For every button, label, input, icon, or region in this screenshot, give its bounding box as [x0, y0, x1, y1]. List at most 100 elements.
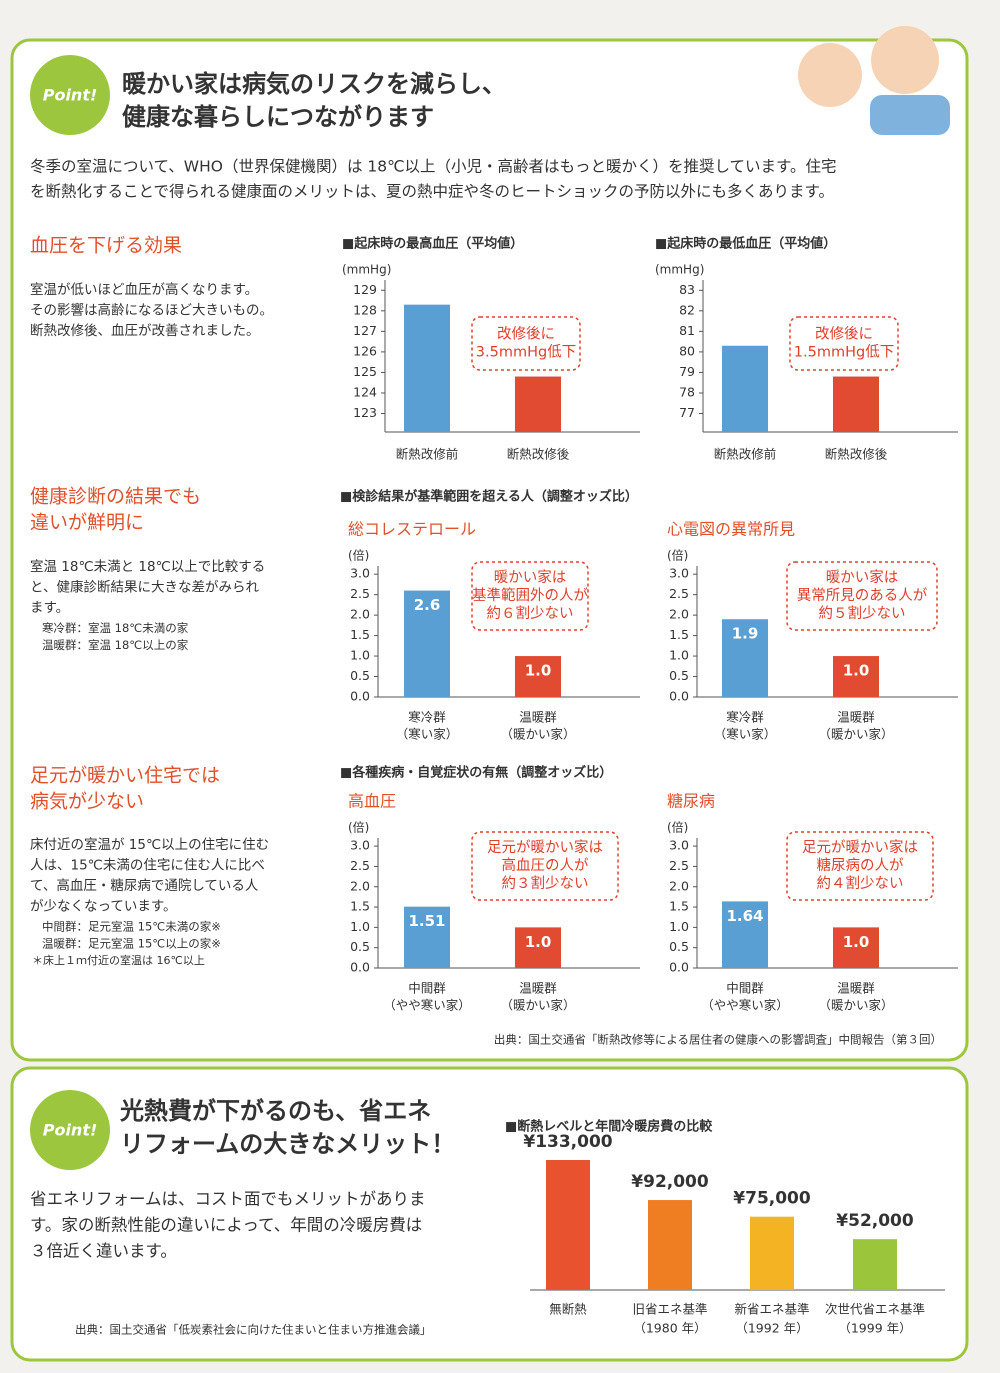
y-tick-label: 81: [679, 323, 695, 338]
value-label: 2.6: [414, 596, 441, 614]
x-tick-label: 温暖群: [519, 710, 557, 725]
y-tick-label: 125: [353, 364, 377, 379]
y-tick-label: 0.0: [669, 689, 689, 704]
bar: [722, 619, 768, 697]
bar: [546, 1160, 590, 1290]
y-tick-label: 1.0: [669, 919, 689, 934]
y-tick-label: 78: [679, 384, 695, 399]
y-tick-label: 82: [679, 302, 695, 317]
annotation: 約３割少ない: [502, 875, 589, 892]
y-tick-label: 0.5: [669, 939, 689, 954]
bar: [833, 927, 879, 968]
topic-body: て、高血圧・糖尿病で通院している人: [30, 877, 259, 894]
bar: [404, 304, 450, 432]
y-tick-label: 0.0: [350, 689, 370, 704]
x-tick-label: 中間群: [408, 981, 446, 996]
x-tick-label: 旧省エネ基準: [632, 1302, 707, 1317]
annotation: 足元が暖かい家は: [802, 839, 918, 856]
body: す。家の断熱性能の違いによって、年間の冷暖房費は: [30, 1216, 422, 1235]
x-tick-label: 寒冷群: [726, 710, 764, 725]
value-label: 1.0: [525, 933, 552, 951]
topic-body: その影響は高齢になるほど大きいもの。: [30, 302, 273, 319]
value-label: 1.51: [408, 912, 445, 930]
x-tick-sublabel: （暖かい家）: [500, 727, 575, 742]
chart-title: ■起床時の最高血圧（平均値）: [342, 236, 523, 252]
point1-panel: [10, 38, 969, 1062]
y-tick-label: 2.0: [669, 878, 689, 893]
value-label: ¥133,000: [523, 1132, 612, 1152]
x-tick-label: 断熱改修前: [396, 447, 459, 462]
annotation-box: [789, 316, 899, 371]
annotation-box: [471, 561, 589, 631]
topic-note: 温暖群：室温 18℃以上の家: [42, 638, 189, 652]
bar: [722, 901, 768, 968]
topic-footnote: ＊床上１ｍ付近の室温は 16℃以上: [32, 953, 205, 967]
y-tick-label: 1.0: [350, 648, 370, 663]
annotation: 異常所見のある人が: [797, 587, 928, 604]
source: 出典：国土交通省「低炭素社会に向けた住まいと住まい方推進会議」: [75, 1323, 432, 1337]
annotation: 高血圧の人が: [502, 857, 589, 874]
y-tick-label: 0.5: [350, 939, 370, 954]
title: 健康な暮らしにつながります: [122, 103, 434, 131]
bar: [722, 345, 768, 432]
x-tick-label: 断熱改修前: [714, 447, 777, 462]
bar: [404, 590, 450, 697]
bar: [833, 656, 879, 697]
intro: を断熱化することで得られる健康面のメリットは、夏の熱中症や冬のヒートショックの予…: [30, 183, 834, 201]
title: 光熱費が下がるのも、省エネ: [119, 1097, 431, 1125]
topic-body: 断熱改修後、血圧が改善されました。: [30, 323, 260, 339]
y-tick-label: 2.5: [350, 586, 370, 601]
topic-body: 室温が低いほど血圧が高くなります。: [30, 281, 258, 298]
y-tick-label: 1.0: [669, 648, 689, 663]
topic-body: が少なくなっています。: [30, 899, 176, 915]
y-tick-label: 79: [679, 364, 695, 379]
x-tick-sublabel: （寒い家）: [396, 727, 459, 742]
annotation: 基準範囲外の人が: [472, 586, 588, 604]
value-label: ¥52,000: [836, 1211, 914, 1231]
title: リフォームの大きなメリット！: [120, 1130, 455, 1158]
body: 省エネリフォームは、コスト面でもメリットがありま: [30, 1190, 426, 1209]
topic-body: と、健康診断結果に大きな差がみられ: [30, 579, 259, 596]
topic-body: 室温 18℃未満と 18℃以上で比較する: [30, 558, 265, 575]
chart-title: 糖尿病: [667, 792, 715, 811]
chart-title: ■起床時の最低血圧（平均値）: [655, 236, 836, 252]
bar: [648, 1200, 692, 1290]
unit-label: (倍): [348, 820, 369, 835]
annotation: 暖かい家は: [826, 569, 899, 586]
bar: [515, 376, 561, 432]
y-tick-label: 80: [679, 343, 695, 358]
chart-title: 高血圧: [348, 792, 396, 811]
annotation: 約６割少ない: [487, 605, 574, 622]
y-tick-label: 2.0: [669, 607, 689, 622]
y-tick-label: 128: [353, 302, 377, 317]
y-tick-label: 129: [353, 282, 377, 297]
x-tick-sublabel: （暖かい家）: [500, 998, 575, 1013]
value-label: 1.0: [525, 662, 552, 680]
annotation: 改修後に: [497, 326, 555, 343]
topic-note: 温暖群：足元室温 15℃以上の家※: [42, 937, 221, 951]
chart-title: 総コレステロール: [348, 520, 476, 539]
chart-group-title: ■検診結果が基準範囲を超える人（調整オッズ比）: [340, 489, 638, 505]
topic-heading: 違いが鮮明に: [30, 512, 144, 534]
illustration: [870, 95, 950, 135]
topic-heading: 病気が少ない: [30, 791, 144, 813]
unit-label: (mmHg): [655, 263, 704, 277]
topic-note: 中間群：足元室温 15℃未満の家※: [42, 920, 221, 934]
topic-body: ます。: [30, 600, 69, 616]
value-label: 1.9: [732, 625, 759, 643]
y-tick-label: 123: [353, 405, 377, 420]
y-tick-label: 124: [353, 384, 377, 399]
badge-text: Point!: [43, 1121, 98, 1140]
y-tick-label: 0.5: [669, 668, 689, 683]
x-tick-label: 断熱改修後: [825, 447, 888, 462]
chart-title: ■断熱レベルと年間冷暖房費の比較: [505, 1119, 713, 1135]
x-tick-label: 次世代省エネ基準: [825, 1302, 925, 1317]
bar: [404, 906, 450, 968]
bar: [515, 927, 561, 968]
y-tick-label: 0.0: [669, 960, 689, 975]
annotation: 糖尿病の人が: [817, 857, 904, 874]
y-tick-label: 3.0: [669, 566, 689, 581]
y-tick-label: 1.5: [669, 899, 689, 914]
